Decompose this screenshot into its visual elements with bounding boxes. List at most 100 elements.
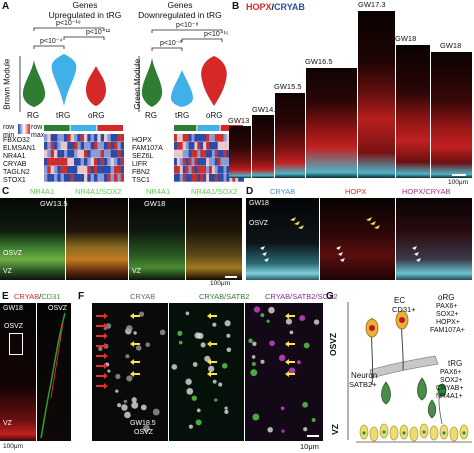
heatmap-cell [203,174,207,182]
heatmap-cell [114,166,118,174]
heatmap-cell [90,134,95,142]
heatmap-cell [57,150,61,158]
org-pax6: PAX6+ [436,303,458,310]
arrowheads-d [260,217,421,262]
heatmap-cell [197,150,201,158]
heatmap-cell [64,174,68,182]
heatmap-cell [90,174,95,182]
brown-module-violin-plot [19,27,106,112]
cell-dot [313,319,320,325]
cell-dot [126,375,133,382]
heatmap-cell [206,150,210,158]
heatmap-cell [214,166,218,174]
heatmap-cell [214,142,218,150]
micrograph-f-cryab-satb2 [169,303,244,441]
heatmap-cell [226,158,230,166]
heatmap-cell [67,142,71,150]
cell-dot [303,427,308,432]
heatmap-cell [90,158,95,166]
cell-dot [152,408,160,416]
heatmap-cell [226,174,230,182]
heatmap-cell [74,166,78,174]
cell-dot [252,413,260,421]
cell-dot [252,341,257,347]
heatmap-cell [185,134,189,142]
heatmap-cell [84,174,88,182]
micrograph-gw15-5 [275,93,305,178]
heatmap-cell [217,150,221,158]
ec-label-line2: CD31+ [392,305,416,314]
heatmap-cell [100,142,105,150]
heatmap-cell [87,150,91,158]
gene-lifr: LIFR [132,161,148,168]
title-cryab: CRYAB [274,2,305,12]
cell-dot [188,424,194,429]
category-trg-left: tRG [56,111,71,120]
cell-dot [280,406,285,411]
title-hopx: HOPX [246,2,272,12]
heatmap-cell [174,142,178,150]
heatmap-cell [94,166,98,174]
panel-d-letter: D [246,186,254,197]
heatmap-cell [191,142,195,150]
neuron-cells [381,377,437,419]
heatmap-cell [50,174,55,182]
heatmap-cell [203,134,207,142]
cell-dot [303,342,310,349]
heatmap-cell [47,142,51,150]
heatmap-cell [211,150,216,158]
heatmap-cell [226,142,230,150]
heatmap-cell [87,166,91,174]
heatmap-cell [90,150,95,158]
schematic-g [347,302,472,443]
cell-dot [214,398,218,402]
panel-a-left-title-line1: Genes [72,0,98,10]
heatmap-cell [110,134,115,142]
heatmap-cell [197,134,201,142]
heatmap-cell [44,158,48,166]
trg-cryab: CRYAB+ [436,385,464,392]
org-cell-2 [365,317,379,386]
age-f-gw18-5: GW18.5 [130,420,156,427]
zone-g-vz: VZ [329,424,340,435]
trg-pax6: PAX6+ [440,369,462,376]
heatmap-cell [214,158,218,166]
stain-c4: NR4A1/SOX2 [191,188,237,196]
cell-dot [288,367,296,375]
heatmap-cell [114,142,118,150]
vz-nuclei [362,430,466,435]
heatmap-cell [211,166,216,174]
heatmap-cell [200,134,204,142]
age-gw18-b: GW18 [440,41,462,50]
heatmap-cell [60,166,65,174]
org-fam107a: FAM107A+ [430,327,465,334]
cell-dot [251,355,256,359]
cell-dot [268,306,275,314]
trg-nr4a1: NR4A1+ [436,393,463,400]
org-title: oRG [438,293,455,302]
zone-e-osvz-right: OSVZ [48,305,68,312]
heatmap-cell [104,150,108,158]
micrograph-e-overview [0,303,36,441]
cell-dot [123,399,128,404]
cell-dot [105,323,112,329]
heatmap-cell [110,158,115,166]
cell-dot [185,378,192,385]
stain-d-hopx: HOPX [345,187,367,196]
heatmap-cell [54,158,58,166]
heatmap-cell [220,166,224,174]
heatmap-cell [220,158,224,166]
heatmap-cell [182,134,186,142]
heatmap-cell [114,174,118,182]
heatmap-cell [217,174,221,182]
heatmap-upregulated [44,125,124,182]
heatmap-cell [211,174,216,182]
cell-dot [248,338,253,344]
zone-f-osvz: OSVZ [134,429,154,436]
heatmap-cell [226,166,230,174]
legend-max-label: max [31,132,45,139]
heatmap-cell [194,158,198,166]
heatmap-cell [203,150,207,158]
cell-dot [260,313,265,318]
heatmap-cell [209,166,213,174]
